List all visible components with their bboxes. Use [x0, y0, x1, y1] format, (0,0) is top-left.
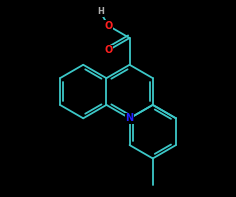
Text: O: O — [104, 45, 112, 55]
Text: N: N — [126, 113, 134, 123]
Text: O: O — [104, 21, 112, 31]
Text: H: H — [97, 7, 104, 16]
